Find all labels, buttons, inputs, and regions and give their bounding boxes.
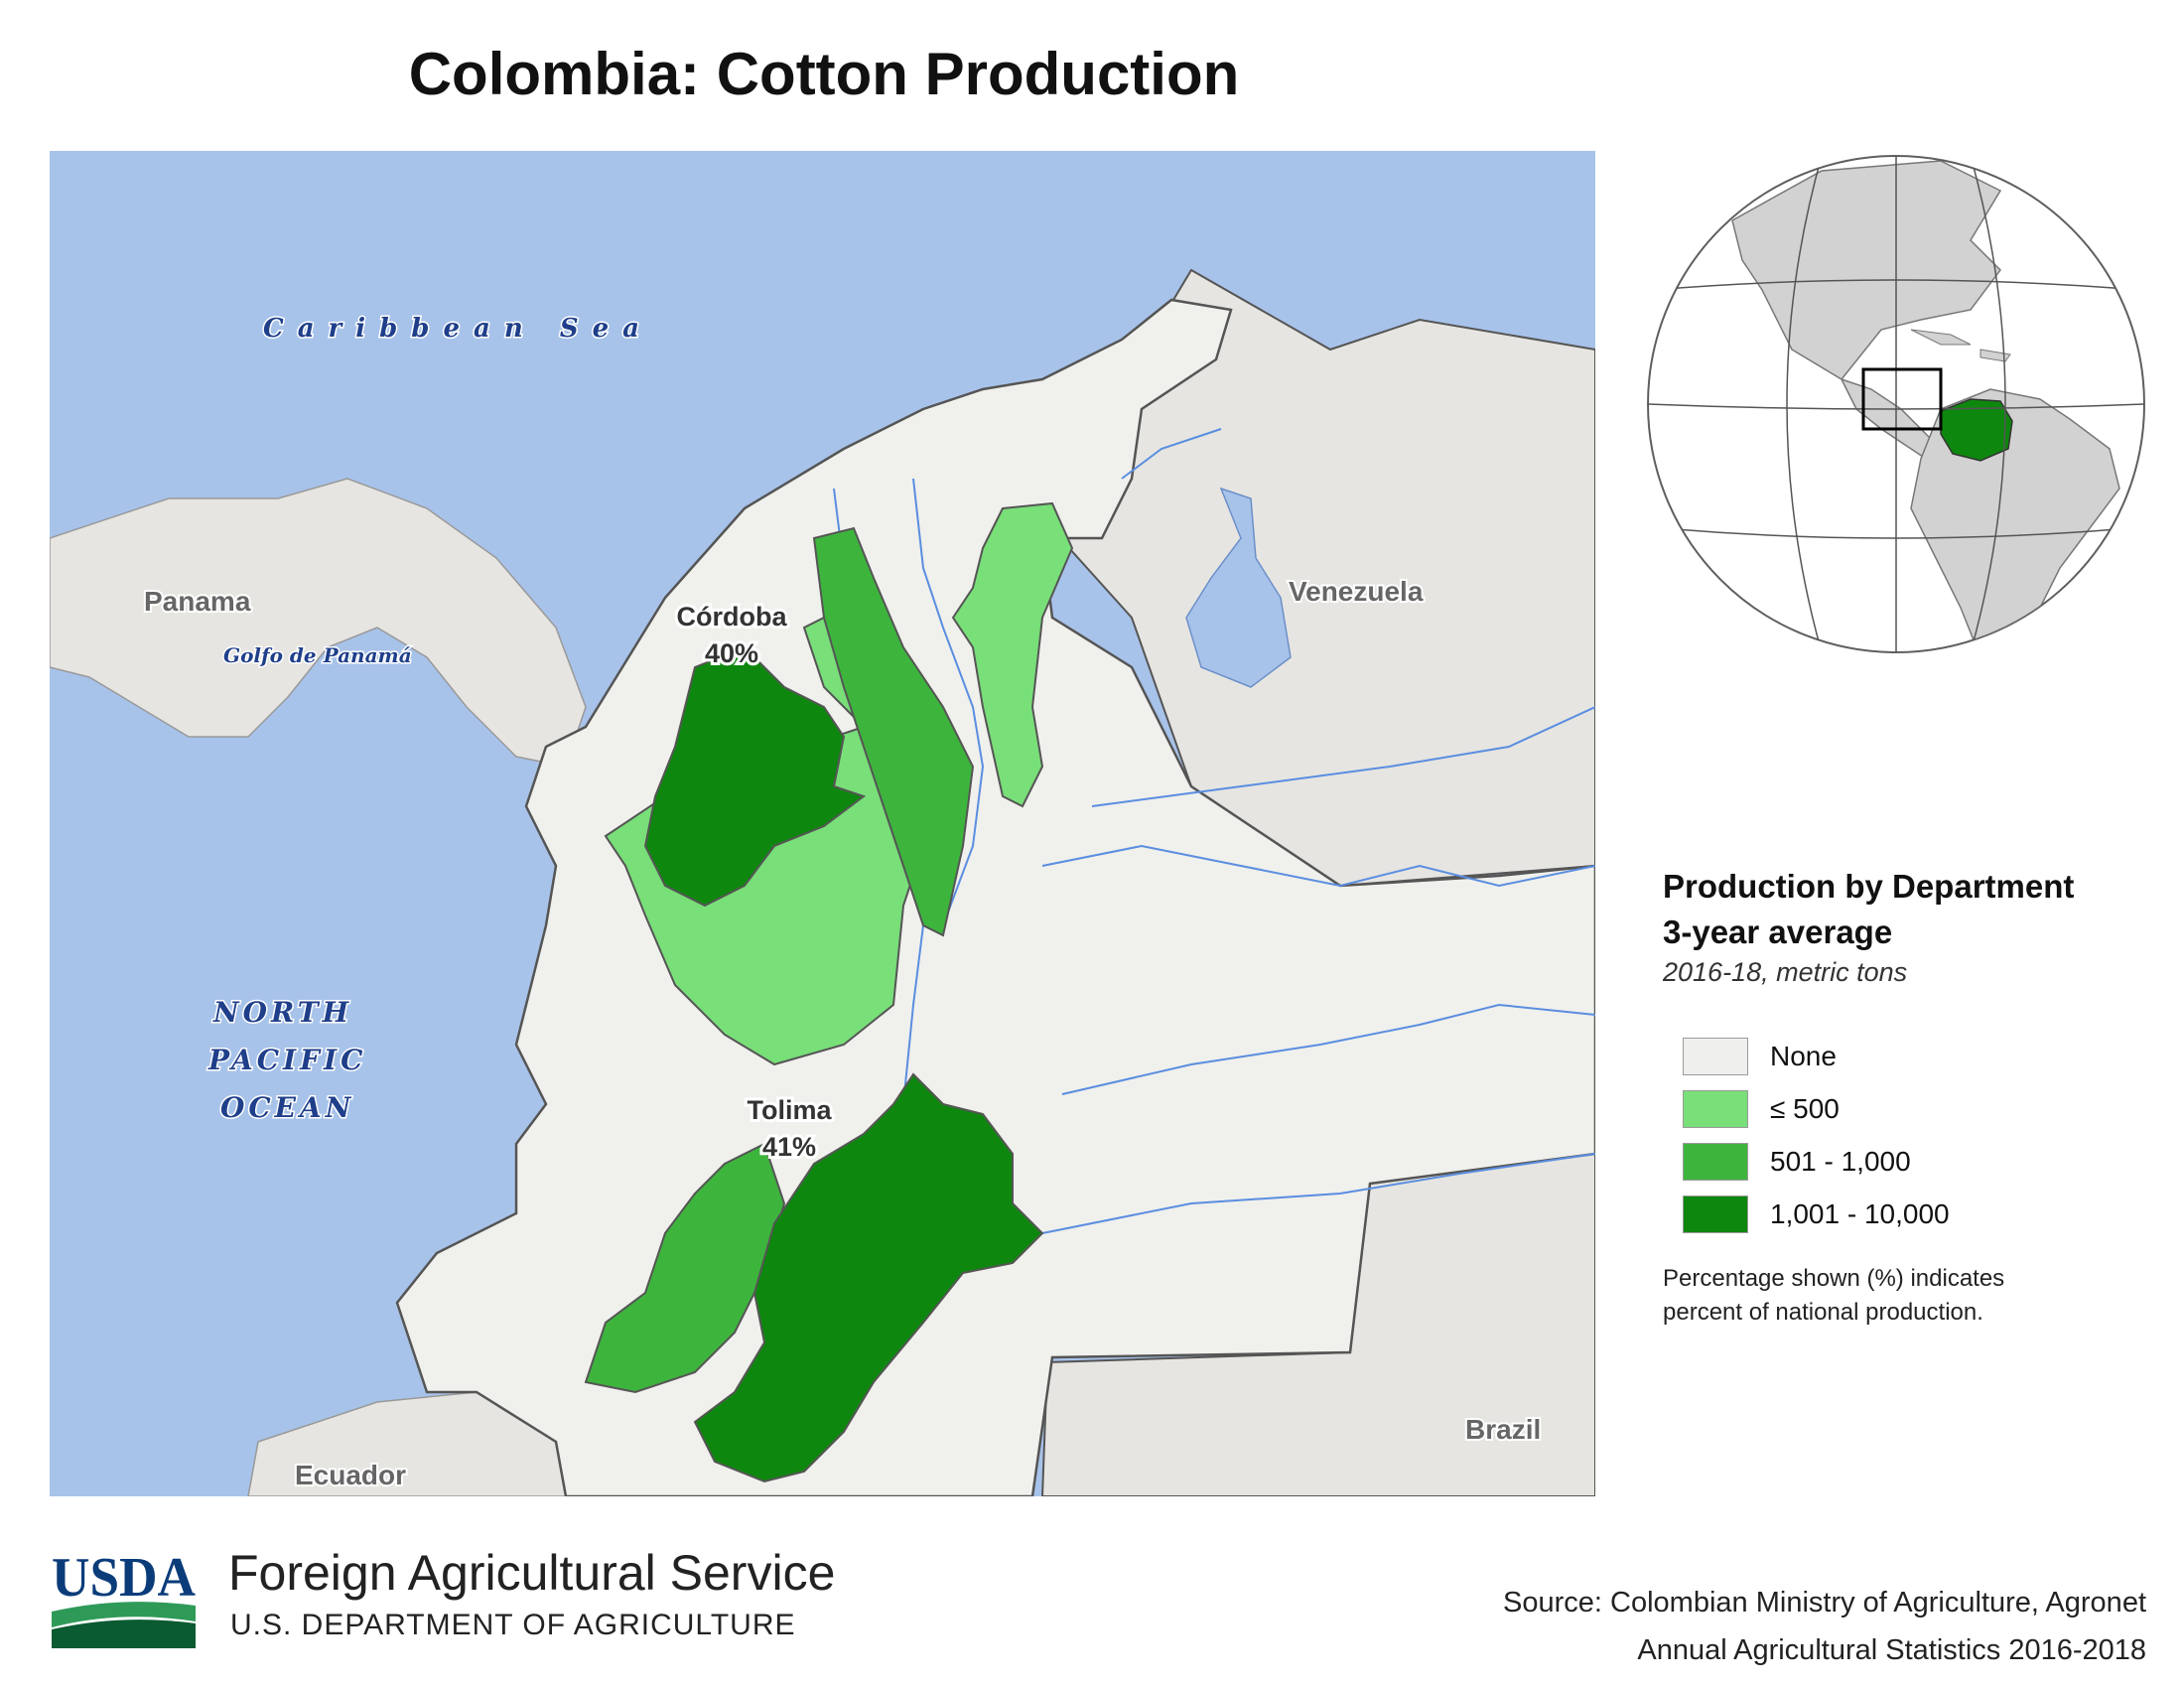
legend-swatch-class2 bbox=[1683, 1142, 1748, 1181]
legend-swatch-class1 bbox=[1683, 1089, 1748, 1128]
legend-label: None bbox=[1770, 1040, 1837, 1071]
legend: Production by Department 3-year average … bbox=[1663, 864, 2159, 1330]
lake-maracaibo bbox=[1185, 487, 1292, 688]
legend-label: 501 - 1,000 bbox=[1770, 1145, 1911, 1177]
legend-title-line2: 3-year average bbox=[1663, 914, 1893, 950]
panama-land bbox=[50, 478, 587, 768]
globe-caribbean-islands bbox=[1910, 329, 2011, 362]
ecuador-label: Ecuador bbox=[295, 1460, 406, 1490]
usda-logo: USDA bbox=[52, 1547, 196, 1648]
panama-label: Panama bbox=[144, 586, 251, 617]
dept-bolivar bbox=[812, 526, 975, 937]
globe-north-america bbox=[1731, 160, 2002, 380]
dept-valle bbox=[584, 1142, 786, 1394]
legend-item-class2: 501 - 1,000 bbox=[1663, 1135, 2159, 1188]
departments-layer bbox=[584, 501, 1074, 1483]
dept-tolima bbox=[693, 1072, 1044, 1483]
dept-cordoba bbox=[643, 645, 867, 908]
legend-title-line1: Production by Department bbox=[1663, 868, 2075, 905]
legend-subtitle: 2016-18, metric tons bbox=[1663, 957, 1908, 987]
tolima-share-label: 41% bbox=[762, 1132, 816, 1162]
globe-inset bbox=[1647, 155, 2145, 653]
legend-label: 1,001 - 10,000 bbox=[1770, 1197, 1950, 1229]
dept-cesar bbox=[951, 501, 1074, 808]
venezuela-label: Venezuela bbox=[1289, 576, 1424, 607]
globe-colombia-frame bbox=[1861, 367, 1943, 431]
legend-label: ≤ 500 bbox=[1770, 1092, 1840, 1124]
pacific-label-line1: NORTH bbox=[212, 996, 352, 1029]
legend-item-none: None bbox=[1663, 1030, 2159, 1082]
usda-logo-swoosh-light bbox=[52, 1602, 196, 1627]
legend-items: None ≤ 500 501 - 1,000 1,001 - 10,000 bbox=[1663, 1030, 2159, 1240]
legend-note: Percentage shown (%) indicates percent o… bbox=[1663, 1262, 2159, 1330]
cordoba-share-label: 40% bbox=[705, 638, 758, 668]
usda-logo-swoosh-dark bbox=[52, 1619, 196, 1648]
legend-item-class3: 1,001 - 10,000 bbox=[1663, 1188, 2159, 1240]
department-name: U.S. DEPARTMENT OF AGRICULTURE bbox=[230, 1609, 796, 1641]
legend-swatch-class3 bbox=[1683, 1195, 1748, 1233]
source-note: Source: Colombian Ministry of Agricultur… bbox=[1503, 1579, 2146, 1674]
main-map: Caribbean Sea Golfo de Panamá NORTH PACI… bbox=[50, 151, 1595, 1496]
cordoba-name-label: Córdoba bbox=[677, 602, 788, 632]
legend-note-line1: Percentage shown (%) indicates bbox=[1663, 1265, 2005, 1292]
tolima-name-label: Tolima bbox=[747, 1095, 832, 1125]
agency-name: Foreign Agricultural Service bbox=[228, 1545, 836, 1601]
map-title: Colombia: Cotton Production bbox=[408, 41, 1240, 107]
source-line1: Source: Colombian Ministry of Agricultur… bbox=[1503, 1587, 2146, 1618]
usda-logo-text: USDA bbox=[52, 1547, 196, 1609]
legend-note-line2: percent of national production. bbox=[1663, 1299, 1983, 1326]
caribbean-sea-label: Caribbean Sea bbox=[263, 314, 653, 344]
legend-swatch-none bbox=[1683, 1037, 1748, 1075]
source-line2: Annual Agricultural Statistics 2016-2018 bbox=[1637, 1634, 2146, 1666]
legend-item-class1: ≤ 500 bbox=[1663, 1082, 2159, 1135]
globe-colombia bbox=[1940, 398, 2013, 462]
globe-graticule bbox=[1648, 156, 2144, 652]
pacific-label-line2: PACIFIC bbox=[207, 1044, 366, 1076]
pacific-label-line3: OCEAN bbox=[220, 1091, 354, 1124]
golfo-label: Golfo de Panamá bbox=[223, 643, 412, 667]
brazil-label: Brazil bbox=[1465, 1414, 1541, 1445]
